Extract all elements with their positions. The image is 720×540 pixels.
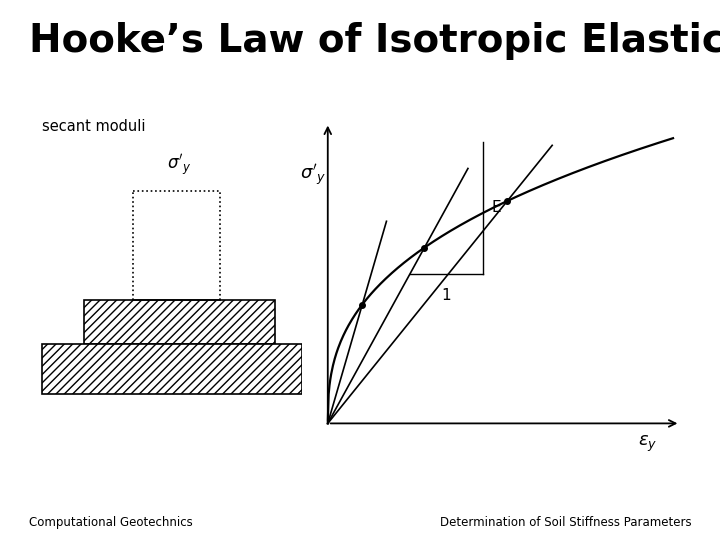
Text: Determination of Soil Stiffness Parameters: Determination of Soil Stiffness Paramete… bbox=[440, 516, 691, 529]
Text: $\epsilon_y$: $\epsilon_y$ bbox=[638, 434, 657, 454]
Text: secant moduli: secant moduli bbox=[42, 119, 146, 134]
Bar bbox=[42, 345, 302, 394]
Text: $\sigma'_y$: $\sigma'_y$ bbox=[300, 163, 326, 188]
Text: $\sigma'_y$: $\sigma'_y$ bbox=[167, 153, 192, 178]
Text: 1: 1 bbox=[441, 288, 451, 303]
Text: Hooke’s Law of Isotropic Elasticity: Hooke’s Law of Isotropic Elasticity bbox=[29, 22, 720, 59]
Text: E: E bbox=[492, 200, 501, 215]
Bar bbox=[84, 300, 275, 345]
Text: Computational Geotechnics: Computational Geotechnics bbox=[29, 516, 192, 529]
Bar bbox=[132, 191, 220, 300]
